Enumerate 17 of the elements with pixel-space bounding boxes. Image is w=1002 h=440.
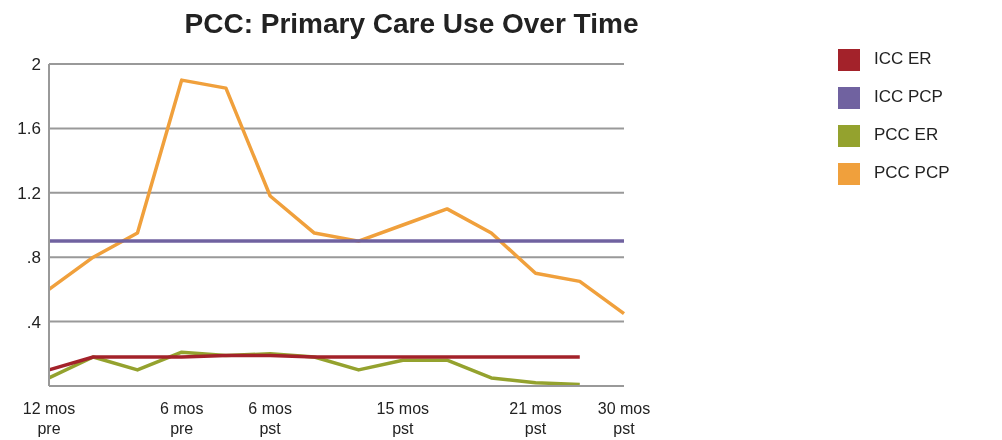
line-series	[47, 78, 626, 316]
legend-label: PCC ER	[874, 125, 939, 144]
y-tick-label: .4	[26, 312, 41, 332]
x-tick-label: 15 mos pst	[376, 400, 430, 437]
y-tick-label: 1.6	[17, 119, 41, 139]
legend-label: ICC PCP	[874, 87, 943, 106]
legend-label: ICC ER	[874, 49, 932, 68]
y-tick-label: 1.2	[17, 183, 41, 203]
x-tick-label: 12 mos pre	[22, 400, 76, 437]
x-tick-label: 21 mos pst	[509, 400, 562, 437]
y-tick-label: 2	[31, 55, 41, 75]
chart-title: PCC: Primary Care Use Over Time	[183, 8, 640, 40]
x-tick-label: 30 mos pst	[597, 400, 651, 437]
x-tick-label: 6 mos pre	[159, 400, 204, 437]
legend-label: PCC PCP	[874, 163, 950, 182]
x-tick-label: 6 mos pst	[248, 400, 292, 437]
y-tick-label: .8	[26, 248, 41, 268]
